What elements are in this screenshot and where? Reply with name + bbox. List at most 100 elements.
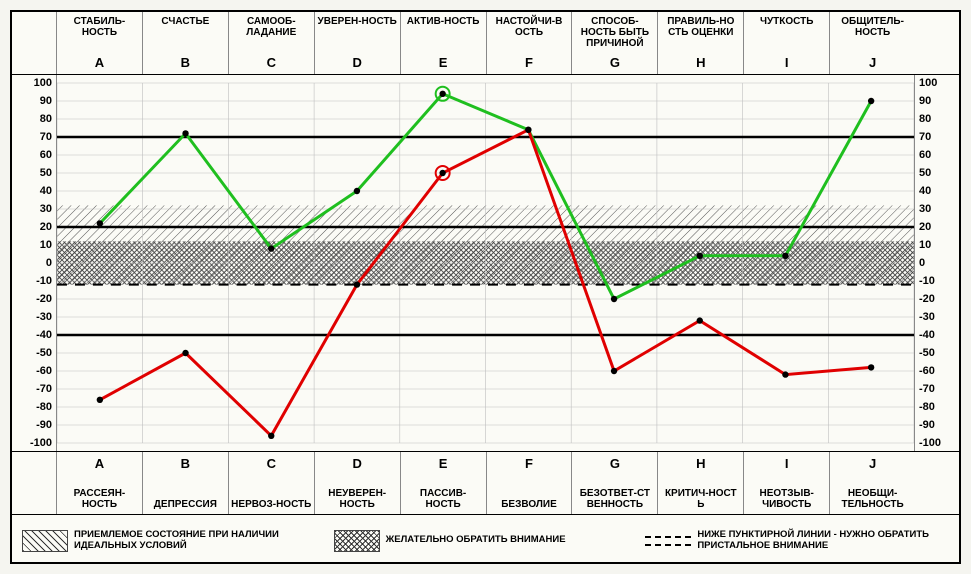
y-tick-label: -60: [36, 365, 52, 377]
y-tick-label: 60: [40, 149, 52, 161]
column-letter: I: [785, 55, 789, 70]
y-tick-label: -30: [36, 311, 52, 323]
trait-bottom-label: ПАССИВ-НОСТЬ: [403, 488, 484, 510]
trait-bottom-label: НЕОБЩИ-ТЕЛЬНОСТЬ: [832, 488, 913, 510]
footer-cell: G БЕЗОТВЕТ-СТ ВЕННОСТЬ: [571, 452, 657, 514]
y-tick-label: -90: [919, 419, 935, 431]
y-tick-label: -20: [36, 293, 52, 305]
y-tick-label: -50: [919, 347, 935, 359]
column-letter: H: [696, 55, 705, 70]
column-letter: B: [181, 456, 190, 471]
y-tick-label: 70: [40, 131, 52, 143]
trait-top-label: УВЕРЕН-НОСТЬ: [318, 16, 397, 27]
column-letter: D: [352, 456, 361, 471]
trait-top-label: СПОСОБ-НОСТЬ БЫТЬ ПРИЧИНОЙ: [574, 16, 655, 49]
footer-cell: J НЕОБЩИ-ТЕЛЬНОСТЬ: [829, 452, 915, 514]
y-tick-label: -40: [919, 329, 935, 341]
y-axis-left: 1009080706050403020100-10-20-30-40-50-60…: [12, 75, 56, 451]
legend-text: ЖЕЛАТЕЛЬНО ОБРАТИТЬ ВНИМАНИЕ: [386, 535, 566, 546]
footer-cell: B ДЕПРЕССИЯ: [142, 452, 228, 514]
y-tick-label: 100: [919, 77, 937, 89]
y-tick-label: 40: [919, 185, 931, 197]
trait-top-label: АКТИВ-НОСТЬ: [407, 16, 480, 27]
y-tick-label: 0: [46, 257, 52, 269]
column-letter: D: [352, 55, 361, 70]
y-tick-label: 50: [919, 167, 931, 179]
header-cell: УВЕРЕН-НОСТЬ D: [314, 12, 400, 74]
y-tick-label: -90: [36, 419, 52, 431]
y-tick-label: -30: [919, 311, 935, 323]
legend-text: НИЖЕ ПУНКТИРНОЙ ЛИНИИ - НУЖНО ОБРАТИТЬ П…: [697, 530, 949, 552]
footer-cell: F БЕЗВОЛИЕ: [486, 452, 572, 514]
column-letter: A: [95, 456, 104, 471]
y-tick-label: 20: [40, 221, 52, 233]
y-tick-label: 30: [40, 203, 52, 215]
y-tick-label: -10: [36, 275, 52, 287]
trait-bottom-label: НЕОТЗЫВ-ЧИВОСТЬ: [746, 488, 827, 510]
header-cell: ЧУТКОСТЬ I: [743, 12, 829, 74]
y-tick-label: -50: [36, 347, 52, 359]
column-letter: E: [439, 456, 448, 471]
trait-bottom-label: НЕРВОЗ-НОСТЬ: [231, 499, 311, 510]
legend-item: ЖЕЛАТЕЛЬНО ОБРАТИТЬ ВНИМАНИЕ: [334, 530, 638, 552]
column-letter: J: [869, 456, 876, 471]
hatch-dark-icon: [334, 530, 380, 552]
column-letter: B: [181, 55, 190, 70]
y-tick-label: 0: [919, 257, 925, 269]
y-tick-label: 100: [34, 77, 52, 89]
y-tick-label: 80: [40, 113, 52, 125]
footer-cell: E ПАССИВ-НОСТЬ: [400, 452, 486, 514]
trait-bottom-label: НЕУВЕРЕН-НОСТЬ: [317, 488, 398, 510]
y-tick-label: 80: [919, 113, 931, 125]
chart-area: 1009080706050403020100-10-20-30-40-50-60…: [12, 75, 959, 451]
legend-item: НИЖЕ ПУНКТИРНОЙ ЛИНИИ - НУЖНО ОБРАТИТЬ П…: [645, 530, 949, 552]
y-tick-label: 60: [919, 149, 931, 161]
dash-line-icon: [645, 530, 691, 552]
column-letter: G: [610, 456, 620, 471]
column-letter: J: [869, 55, 876, 70]
footer-cell: HКРИТИЧ-НОСТ Ь: [657, 452, 743, 514]
column-letter: C: [267, 55, 276, 70]
header-cell: СПОСОБ-НОСТЬ БЫТЬ ПРИЧИНОЙ G: [571, 12, 657, 74]
plot: [56, 75, 915, 451]
y-tick-label: 10: [919, 239, 931, 251]
y-tick-label: -40: [36, 329, 52, 341]
y-tick-label: 70: [919, 131, 931, 143]
column-letter: F: [525, 456, 533, 471]
y-tick-label: 90: [40, 95, 52, 107]
trait-bottom-label: ДЕПРЕССИЯ: [154, 499, 217, 510]
header-cell: САМООБ-ЛАДАНИЕ C: [228, 12, 314, 74]
legend: ПРИЕМЛЕМОЕ СОСТОЯНИЕ ПРИ НАЛИЧИИ ИДЕАЛЬН…: [12, 514, 959, 566]
trait-top-label: НАСТОЙЧИ-В ОСТЬ: [489, 16, 570, 38]
trait-bottom-label: РАССЕЯН-НОСТЬ: [59, 488, 140, 510]
footer-cell: D НЕУВЕРЕН-НОСТЬ: [314, 452, 400, 514]
legend-text: ПРИЕМЛЕМОЕ СОСТОЯНИЕ ПРИ НАЛИЧИИ ИДЕАЛЬН…: [74, 530, 326, 552]
trait-top-label: САМООБ-ЛАДАНИЕ: [231, 16, 312, 38]
footer-row: A РАССЕЯН-НОСТЬ B ДЕПРЕССИЯ CНЕРВОЗ-НОСТЬ D НЕ…: [12, 451, 959, 514]
header-cell: ОБЩИТЕЛЬ-НОСТЬJ: [829, 12, 915, 74]
y-tick-label: -60: [919, 365, 935, 377]
trait-bottom-label: БЕЗОТВЕТ-СТ ВЕННОСТЬ: [574, 488, 655, 510]
y-tick-label: 40: [40, 185, 52, 197]
y-tick-label: -20: [919, 293, 935, 305]
trait-bottom-label: КРИТИЧ-НОСТ Ь: [660, 488, 741, 510]
column-letter: G: [610, 55, 620, 70]
y-tick-label: -100: [919, 437, 941, 449]
y-tick-label: -80: [36, 401, 52, 413]
header-cell: АКТИВ-НОСТЬE: [400, 12, 486, 74]
y-tick-label: -10: [919, 275, 935, 287]
header-cell: НАСТОЙЧИ-В ОСТЬ F: [486, 12, 572, 74]
column-letter: A: [95, 55, 104, 70]
trait-top-label: СЧАСТЬЕ: [161, 16, 209, 27]
y-tick-label: -80: [919, 401, 935, 413]
column-letter: I: [785, 456, 789, 471]
header-cell: СЧАСТЬЕ B: [142, 12, 228, 74]
footer-cell: CНЕРВОЗ-НОСТЬ: [228, 452, 314, 514]
trait-top-label: ЧУТКОСТЬ: [760, 16, 814, 27]
hatch-light-icon: [22, 530, 68, 552]
trait-top-label: СТАБИЛЬ-НОСТЬ: [59, 16, 140, 38]
trait-bottom-label: БЕЗВОЛИЕ: [501, 499, 557, 510]
column-letter: F: [525, 55, 533, 70]
y-tick-label: -70: [919, 383, 935, 395]
y-tick-label: 30: [919, 203, 931, 215]
